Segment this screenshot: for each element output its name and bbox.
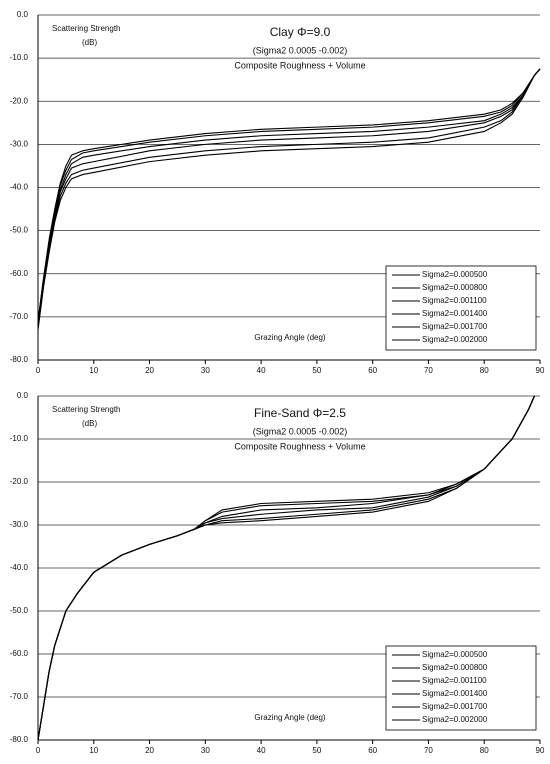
legend-label: Sigma2=0.001700 <box>422 702 488 711</box>
legend-box <box>385 645 537 731</box>
y-tick-label: -10.0 <box>10 53 29 62</box>
legend-box <box>385 265 537 351</box>
x-tick-label: 70 <box>424 366 433 375</box>
y-axis-label: Scattering Strength <box>52 405 120 414</box>
y-tick-label: -20.0 <box>10 477 29 486</box>
y-tick-label: 0.0 <box>17 391 29 400</box>
legend-label: Sigma2=0.002000 <box>422 715 488 724</box>
y-tick-label: -10.0 <box>10 434 29 443</box>
x-tick-label: 50 <box>312 746 321 755</box>
y-tick-label: 0.0 <box>17 10 29 19</box>
x-tick-label: 70 <box>424 746 433 755</box>
x-tick-label: 30 <box>201 746 210 755</box>
y-tick-label: -60.0 <box>10 649 29 658</box>
x-axis-label: Grazing Angle (deg) <box>254 713 325 722</box>
y-tick-label: -70.0 <box>10 692 29 701</box>
legend-label: Sigma2=0.000500 <box>422 650 488 659</box>
x-tick-label: 10 <box>89 366 98 375</box>
x-tick-label: 80 <box>480 366 489 375</box>
legend-label: Sigma2=0.000800 <box>422 663 488 672</box>
x-tick-label: 60 <box>368 366 377 375</box>
y-tick-label: -70.0 <box>10 312 29 321</box>
x-tick-label: 20 <box>145 746 154 755</box>
legend-label: Sigma2=0.000800 <box>422 283 488 292</box>
chart-title: Clay Φ=9.0 <box>270 25 331 39</box>
legend-label: Sigma2=0.000500 <box>422 270 488 279</box>
y-axis-unit: (dB) <box>82 38 97 47</box>
legend-label: Sigma2=0.001100 <box>422 296 487 305</box>
y-axis-unit: (dB) <box>82 419 97 428</box>
chart-subtitle: (Sigma2 0.0005 -0.002) <box>253 45 348 55</box>
chart-subtitle: (Sigma2 0.0005 -0.002) <box>253 426 348 436</box>
x-tick-label: 90 <box>536 746 545 755</box>
legend-label: Sigma2=0.002000 <box>422 335 488 344</box>
legend-label: Sigma2=0.001400 <box>422 309 488 318</box>
series-line <box>37 68 541 328</box>
y-tick-label: -80.0 <box>10 355 29 364</box>
x-tick-label: 0 <box>36 746 41 755</box>
x-axis-label: Grazing Angle (deg) <box>254 333 325 342</box>
series-line <box>37 68 541 324</box>
y-tick-label: -30.0 <box>10 139 29 148</box>
y-axis-label: Scattering Strength <box>52 24 120 33</box>
x-tick-label: 40 <box>257 366 266 375</box>
y-tick-label: -30.0 <box>10 520 29 529</box>
x-tick-label: 0 <box>36 366 41 375</box>
y-tick-label: -40.0 <box>10 563 29 572</box>
legend-label: Sigma2=0.001700 <box>422 322 488 331</box>
y-tick-label: -20.0 <box>10 96 29 105</box>
series-line <box>37 68 541 326</box>
x-tick-label: 90 <box>536 366 545 375</box>
legend-label: Sigma2=0.001400 <box>422 689 488 698</box>
x-tick-label: 20 <box>145 366 154 375</box>
annotation: Composite Roughness + Volume <box>234 60 365 70</box>
x-tick-label: 50 <box>312 366 321 375</box>
x-tick-label: 40 <box>257 746 266 755</box>
annotation: Composite Roughness + Volume <box>234 441 365 451</box>
x-tick-label: 30 <box>201 366 210 375</box>
y-tick-label: -60.0 <box>10 269 29 278</box>
series-line <box>37 68 541 330</box>
legend-label: Sigma2=0.001100 <box>422 676 487 685</box>
x-tick-label: 10 <box>89 746 98 755</box>
y-tick-label: -50.0 <box>10 226 29 235</box>
x-tick-label: 60 <box>368 746 377 755</box>
y-tick-label: -80.0 <box>10 735 29 744</box>
series-line <box>37 68 541 322</box>
chart-title: Fine-Sand Φ=2.5 <box>254 406 346 420</box>
y-tick-label: -50.0 <box>10 606 29 615</box>
x-tick-label: 80 <box>480 746 489 755</box>
series-line <box>37 395 535 741</box>
y-tick-label: -40.0 <box>10 183 29 192</box>
